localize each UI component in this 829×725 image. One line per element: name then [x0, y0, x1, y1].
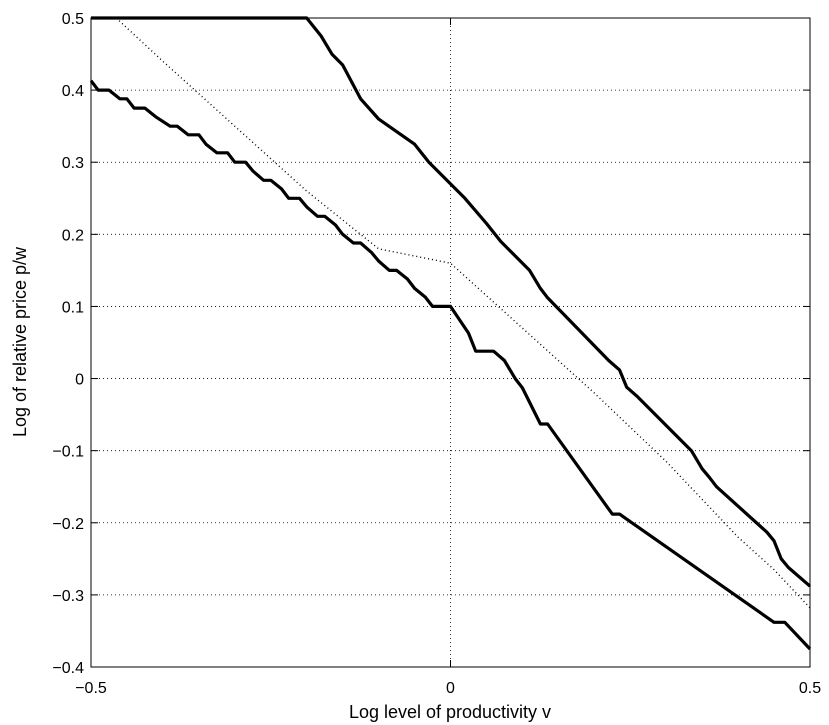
- y-tick-label: 0.3: [62, 155, 84, 172]
- y-tick-label: −0.4: [52, 660, 84, 677]
- y-tick-label: −0.1: [52, 444, 84, 461]
- x-tick-label: 0.5: [799, 680, 821, 697]
- grid-lines: [91, 18, 810, 667]
- y-tick-label: 0.5: [62, 11, 84, 28]
- series-line-upper: [91, 16, 812, 588]
- series-line-dotted: [115, 17, 811, 609]
- y-tick-label: 0.1: [62, 299, 84, 316]
- y-tick-label: 0.2: [62, 227, 84, 244]
- x-tick-labels: −0.5 0 0.5: [75, 680, 821, 697]
- y-tick-labels: −0.4 −0.3 −0.2 −0.1 0 0.1 0.2 0.3 0.4 0.5: [52, 11, 84, 677]
- y-axis-label: Log of relative price p/w: [10, 246, 30, 437]
- axis-ticks: [90, 17, 811, 668]
- y-tick-label: −0.3: [52, 588, 84, 605]
- x-tick-label: −0.5: [75, 680, 107, 697]
- series-line-lower: [89, 79, 812, 651]
- y-tick-label: 0.4: [62, 83, 84, 100]
- x-axis-label: Log level of productivity v: [349, 702, 551, 722]
- x-tick-label: 0: [446, 680, 455, 697]
- y-tick-label: 0: [75, 372, 84, 389]
- y-tick-label: −0.2: [52, 516, 84, 533]
- series-lines: [89, 16, 812, 651]
